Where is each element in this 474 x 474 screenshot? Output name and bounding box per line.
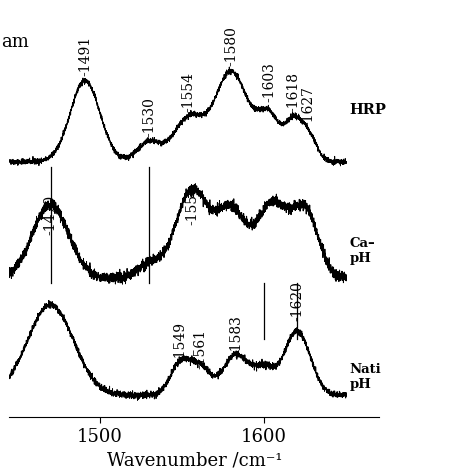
Text: HRP: HRP	[350, 103, 386, 117]
Text: -1491: -1491	[78, 36, 92, 76]
Text: -1530: -1530	[142, 97, 156, 137]
Text: -1620: -1620	[290, 281, 304, 321]
Text: -1603: -1603	[262, 63, 276, 102]
Text: Ca–
pH: Ca– pH	[350, 237, 375, 265]
Text: -1556: -1556	[185, 185, 199, 225]
Text: -1549: -1549	[173, 322, 187, 362]
Text: -1618: -1618	[287, 72, 301, 112]
Text: -1580: -1580	[224, 26, 238, 66]
X-axis label: Wavenumber /cm⁻¹: Wavenumber /cm⁻¹	[107, 451, 282, 469]
Text: -1554: -1554	[182, 72, 196, 111]
Text: -1561: -1561	[193, 329, 207, 369]
Text: Nati
pH: Nati pH	[350, 363, 382, 392]
Text: -1583: -1583	[229, 316, 243, 356]
Text: -1470: -1470	[44, 195, 57, 235]
Text: am: am	[1, 33, 29, 51]
Text: -1627: -1627	[301, 85, 316, 126]
